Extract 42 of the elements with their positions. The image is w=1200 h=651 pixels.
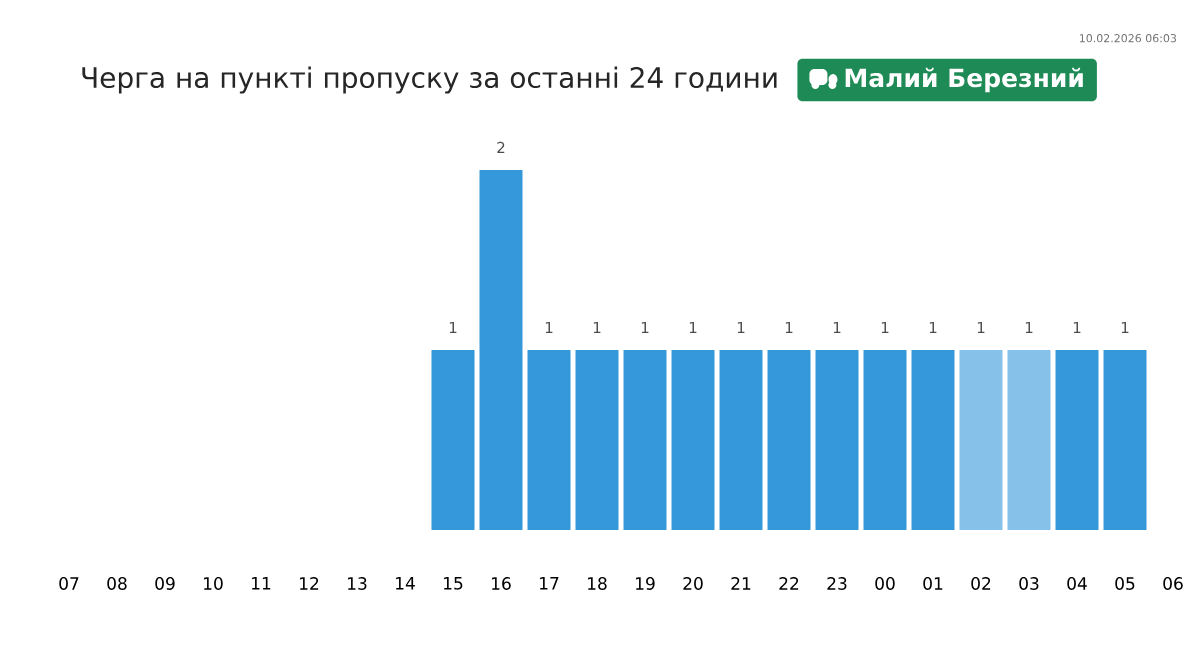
data-label: 1: [593, 322, 601, 333]
text: 10.02.2026 06:03: [1079, 34, 1177, 43]
x-tick-label: 08: [107, 577, 127, 590]
x-tick-label: 13: [348, 577, 367, 590]
x-tick-label: 21: [731, 577, 751, 590]
x-tick-label: 07: [59, 577, 79, 590]
data-label: 1: [641, 322, 649, 333]
data-label: 1: [977, 322, 985, 333]
x-tick-label: 01: [923, 577, 943, 590]
x-tick-label: 14: [396, 577, 415, 590]
data-label: 1: [689, 322, 697, 333]
x-tick-label: 16: [492, 577, 511, 590]
chart-title: Черга на пункті пропуску за останні 24 години: [82, 66, 777, 94]
x-tick-label: 12: [300, 577, 319, 590]
x-tick-label: 22: [779, 577, 799, 590]
x-tick-label: 04: [1067, 577, 1087, 590]
data-label: 1: [881, 322, 889, 333]
x-tick-label: 18: [588, 577, 607, 590]
data-label: 2: [497, 141, 505, 153]
data-label: 1: [1025, 322, 1033, 333]
data-label: 1: [785, 322, 793, 333]
x-tick-label: 15: [444, 577, 463, 590]
x-tick-label: 11: [252, 577, 271, 590]
x-tick-label: 02: [971, 577, 991, 590]
x-tick-label: 23: [827, 577, 847, 590]
x-tick-label: 03: [1019, 577, 1039, 590]
x-tick-label: 00: [875, 577, 895, 590]
data-label: 1: [449, 322, 457, 333]
x-tick-label: 10: [204, 577, 223, 590]
data-label: 1: [833, 322, 841, 333]
chart-subtitle: Малий Березний: [845, 67, 1083, 93]
data-label: 1: [1121, 322, 1129, 333]
data-label: 1: [1073, 322, 1081, 333]
data-label: 1: [929, 322, 937, 333]
x-tick-label: 17: [540, 577, 559, 590]
x-tick-label: 19: [636, 577, 655, 590]
x-tick-label: 09: [155, 577, 175, 590]
x-tick-label: 20: [683, 577, 703, 590]
x-tick-label: 05: [1115, 577, 1135, 590]
data-label: 1: [737, 322, 745, 333]
data-label: 1: [545, 322, 553, 333]
x-tick-label: 06: [1163, 577, 1183, 590]
